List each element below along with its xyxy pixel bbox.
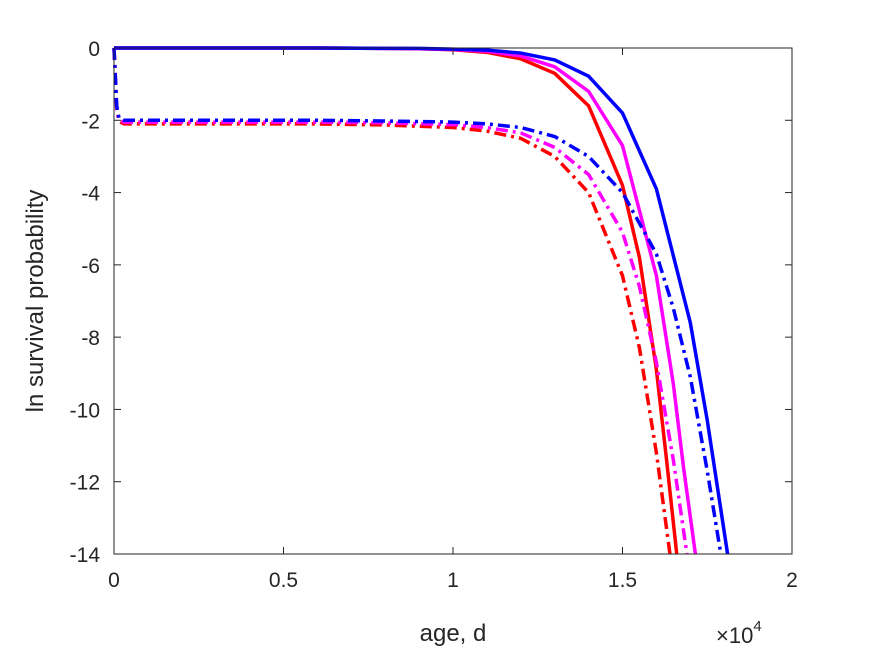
y-tick-label: -2 [81,110,100,133]
x-tick-label: 1 [447,569,459,592]
x-exponent-power: 4 [753,618,761,635]
x-tick-label: 0.5 [269,569,298,592]
y-tick-label: -6 [81,255,100,278]
tick-layer: 0 0.5 1 1.5 2 0 -2 -4 -6 -8 -10 -12 -14 [70,38,798,592]
x-exponent-base: ×10 [716,623,753,648]
series-line-4 [112,47,672,555]
y-tick-label: -8 [81,327,100,350]
x-tick-label: 0 [108,569,120,592]
x-tick-label: 2 [786,569,798,592]
y-tick-label: -4 [81,183,100,206]
y-tick-label: -10 [70,399,100,422]
x-exponent-label: ×104 [716,618,762,648]
y-axis-title: ln survival probability [22,190,49,413]
y-tick-label: 0 [88,38,100,61]
series-line-5 [112,47,689,555]
x-tick-label: 1.5 [608,569,637,592]
x-axis-title: age, d [420,620,487,647]
y-tick-label: -12 [70,472,100,495]
y-tick-label: -14 [70,544,101,567]
